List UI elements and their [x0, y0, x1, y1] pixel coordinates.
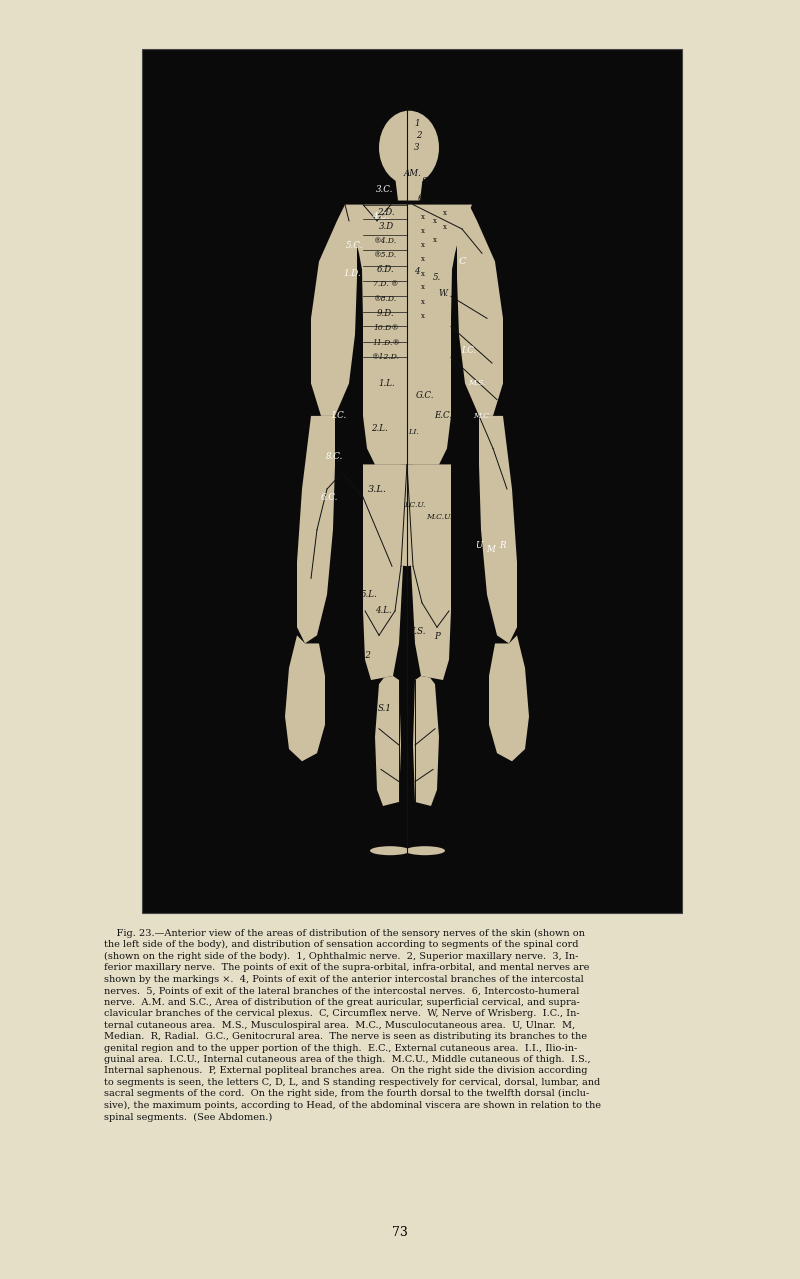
Text: s.c.: s.c.	[437, 198, 450, 206]
Text: M.C.: M.C.	[473, 412, 491, 420]
Text: 6.C.: 6.C.	[320, 492, 338, 501]
Text: x: x	[421, 255, 425, 263]
Text: 10.D®: 10.D®	[373, 324, 399, 333]
Text: R: R	[498, 541, 506, 550]
Polygon shape	[457, 205, 503, 416]
Text: x: x	[421, 242, 425, 249]
Text: ®4.D.: ®4.D.	[374, 237, 398, 246]
Polygon shape	[479, 416, 517, 643]
Text: 6: 6	[418, 193, 424, 202]
Text: ®12.D.: ®12.D.	[372, 353, 400, 362]
Text: 1: 1	[414, 119, 420, 128]
Text: 3.L.: 3.L.	[367, 485, 386, 494]
Text: I.I.: I.I.	[408, 428, 418, 436]
Text: 2: 2	[416, 130, 422, 139]
Text: M.C.U.: M.C.U.	[426, 513, 452, 522]
Text: C: C	[458, 257, 466, 266]
Polygon shape	[311, 205, 357, 416]
Bar	[142, 49, 682, 913]
Text: M: M	[486, 545, 495, 555]
Text: SC.: SC.	[422, 178, 437, 187]
Text: x: x	[421, 284, 425, 292]
Text: AM.: AM.	[404, 169, 422, 178]
Ellipse shape	[405, 847, 445, 856]
Text: G.C.: G.C.	[416, 391, 434, 400]
Text: 3.C.: 3.C.	[376, 185, 394, 194]
Text: 8.C.: 8.C.	[326, 451, 344, 460]
Polygon shape	[345, 205, 472, 464]
Text: E.C.: E.C.	[434, 412, 452, 421]
Text: 5.C.: 5.C.	[346, 240, 364, 249]
Text: ®5.D.: ®5.D.	[374, 251, 398, 258]
Text: x: x	[421, 298, 425, 306]
Polygon shape	[395, 177, 423, 201]
Text: 73: 73	[392, 1227, 408, 1239]
Text: I.S.: I.S.	[410, 627, 426, 636]
Ellipse shape	[370, 847, 410, 856]
Text: S.2: S.2	[358, 651, 372, 660]
Text: x: x	[433, 235, 437, 243]
Text: 6.D.: 6.D.	[377, 265, 395, 274]
Text: x: x	[443, 224, 447, 231]
Text: 9.D.: 9.D.	[377, 310, 395, 318]
Text: 7.D. ®: 7.D. ®	[374, 280, 398, 288]
Text: x: x	[421, 212, 425, 221]
Text: 1.L.: 1.L.	[378, 379, 395, 388]
Polygon shape	[285, 636, 325, 761]
Text: S.1: S.1	[378, 703, 392, 712]
Text: 5.: 5.	[433, 274, 441, 283]
Polygon shape	[489, 636, 529, 761]
Text: 4: 4	[414, 267, 420, 276]
Text: 11.D.®: 11.D.®	[372, 339, 400, 347]
Text: 5.L.: 5.L.	[361, 590, 378, 599]
Polygon shape	[363, 464, 403, 680]
Text: 4.C.: 4.C.	[372, 212, 390, 221]
Text: x: x	[433, 198, 437, 206]
Text: 2.L.: 2.L.	[370, 423, 387, 432]
Text: I.C.: I.C.	[462, 347, 477, 356]
Polygon shape	[375, 677, 401, 806]
Text: 4.L.: 4.L.	[374, 606, 391, 615]
Text: I.C.: I.C.	[331, 412, 346, 421]
Text: P: P	[434, 632, 440, 642]
Text: x: x	[433, 217, 437, 225]
Text: x: x	[421, 198, 425, 206]
Text: x: x	[421, 270, 425, 278]
Text: 3.D: 3.D	[378, 223, 394, 231]
Text: x: x	[421, 312, 425, 320]
Text: I.C.U.: I.C.U.	[404, 501, 426, 509]
Ellipse shape	[379, 111, 439, 184]
Polygon shape	[413, 677, 439, 806]
Text: W.: W.	[438, 289, 448, 298]
Text: ®8.D.: ®8.D.	[374, 295, 398, 303]
Text: Fig. 23.—Anterior view of the areas of distribution of the sensory nerves of the: Fig. 23.—Anterior view of the areas of d…	[104, 929, 601, 1122]
Text: x: x	[421, 226, 425, 234]
Polygon shape	[297, 416, 335, 643]
Text: 2.D.: 2.D.	[377, 208, 395, 217]
Text: 1.D.: 1.D.	[343, 269, 361, 278]
Polygon shape	[363, 464, 451, 567]
Text: M.S.: M.S.	[468, 380, 486, 388]
Text: x: x	[443, 208, 447, 216]
Polygon shape	[411, 464, 451, 680]
Text: U: U	[475, 541, 482, 550]
Text: 3: 3	[414, 143, 420, 152]
